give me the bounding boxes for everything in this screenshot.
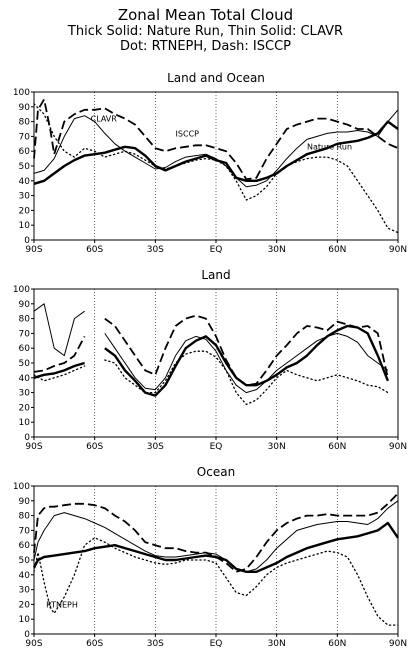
y-tick-label: 40 <box>19 177 31 187</box>
y-tick-label: 0 <box>24 236 30 246</box>
panel-title: Land <box>201 268 230 282</box>
y-tick-label: 60 <box>19 541 31 551</box>
y-tick-label: 0 <box>24 433 30 443</box>
y-tick-label: 50 <box>19 162 31 172</box>
y-tick-label: 20 <box>19 403 31 413</box>
x-tick-label: 90S <box>25 245 42 255</box>
x-tick-label: 60N <box>328 245 346 255</box>
panel-title: Ocean <box>197 465 235 479</box>
series-line-thin <box>33 500 399 573</box>
figure-subtitle-1: Thick Solid: Nature Run, Thin Solid: CLA… <box>67 24 344 39</box>
chart-panel-1: Land and Ocean 90S 60S 30S EQ 30N 60N 90N 0 10 20 3… <box>13 71 407 255</box>
y-tick-label: 30 <box>19 192 31 202</box>
series-line-dash <box>33 314 389 387</box>
series-line-thick <box>33 120 399 185</box>
x-tick-label: 30N <box>268 245 286 255</box>
x-tick-label: EQ <box>210 639 223 649</box>
x-tick-label: 60S <box>86 442 103 452</box>
series-line-thin <box>33 109 399 188</box>
y-tick-label: 20 <box>19 600 31 610</box>
x-tick-label: 60N <box>328 639 346 649</box>
y-tick-label: 80 <box>19 315 31 325</box>
y-tick-label: 100 <box>13 88 30 98</box>
x-tick-label: 90N <box>389 442 407 452</box>
y-tick-label: 30 <box>19 389 31 399</box>
y-tick-label: 40 <box>19 571 31 581</box>
y-tick-label: 80 <box>19 512 31 522</box>
x-tick-label: 30N <box>268 442 286 452</box>
series-annotation: Nature Run <box>307 143 352 152</box>
x-tick-label: 90S <box>25 639 42 649</box>
y-tick-label: 90 <box>19 103 31 113</box>
x-tick-label: 30S <box>147 442 164 452</box>
series-line-dot <box>33 103 399 234</box>
series-line-dash <box>33 98 399 181</box>
y-tick-label: 20 <box>19 206 31 216</box>
chart-panel-2: Land 90S 60S 30S EQ 30N 60N 90N 0 10 20 30 40 50 60 70 8… <box>13 268 407 452</box>
y-tick-label: 60 <box>19 344 31 354</box>
x-tick-label: 60S <box>86 639 103 649</box>
x-tick-label: 60N <box>328 442 346 452</box>
series-line-thin <box>33 303 389 394</box>
x-tick-label: 30S <box>147 639 164 649</box>
series-line-thick <box>32 521 399 573</box>
y-tick-label: 0 <box>24 630 30 640</box>
y-tick-label: 40 <box>19 374 31 384</box>
y-tick-label: 30 <box>19 586 31 596</box>
y-tick-label: 70 <box>19 132 31 142</box>
series-annotation: ISCCP <box>176 129 200 138</box>
series-annotation: RTNEPH <box>46 600 78 609</box>
x-tick-label: 90N <box>389 245 407 255</box>
x-tick-label: 30N <box>268 639 286 649</box>
y-tick-label: 100 <box>13 285 30 295</box>
series-line-thick <box>33 324 390 397</box>
y-tick-label: 90 <box>19 497 31 507</box>
y-tick-label: 60 <box>19 147 31 157</box>
y-tick-label: 70 <box>19 526 31 536</box>
x-tick-label: 90S <box>25 442 42 452</box>
y-tick-label: 50 <box>19 556 31 566</box>
y-tick-label: 10 <box>19 615 31 625</box>
panel-title: Land and Ocean <box>167 71 265 85</box>
y-tick-label: 80 <box>19 118 31 128</box>
series-line-dash <box>33 492 399 573</box>
x-tick-label: 30S <box>147 245 164 255</box>
figure-title: Zonal Mean Total Cloud <box>117 6 294 24</box>
x-tick-label: EQ <box>210 245 223 255</box>
x-tick-label: EQ <box>210 442 223 452</box>
plot-frame <box>33 91 399 241</box>
series-line-dot <box>33 537 399 626</box>
y-tick-label: 90 <box>19 300 31 310</box>
figure-subtitle-2: Dot: RTNEPH, Dash: ISCCP <box>120 39 291 54</box>
series-annotation: CLAVR <box>91 115 118 124</box>
plot-frame <box>33 288 399 438</box>
figure-titles: Zonal Mean Total Cloud Thick Solid: Natu… <box>0 6 411 54</box>
series-line-dot <box>33 350 389 406</box>
x-tick-label: 90N <box>389 639 407 649</box>
plot-frame <box>33 485 399 635</box>
y-tick-label: 100 <box>13 482 30 492</box>
chart-panel-3: Ocean 90S 60S 30S EQ 30N 60N 90N 0 10 20 30 40 50 60 70… <box>13 465 407 649</box>
x-tick-label: 60S <box>86 245 103 255</box>
y-tick-label: 50 <box>19 359 31 369</box>
y-tick-label: 70 <box>19 329 31 339</box>
y-tick-label: 10 <box>19 221 31 231</box>
y-tick-label: 10 <box>19 418 31 428</box>
